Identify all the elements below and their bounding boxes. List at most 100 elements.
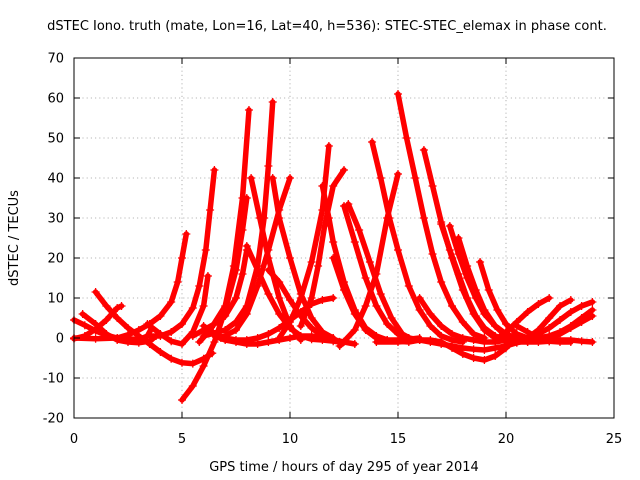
- data-point: [242, 242, 251, 250]
- data-point: [448, 302, 456, 310]
- data-point: [275, 324, 284, 332]
- data-point: [454, 234, 463, 242]
- data-series: [492, 295, 552, 343]
- data-point: [247, 174, 256, 182]
- data-point: [167, 354, 176, 363]
- data-point: [124, 330, 132, 339]
- data-point: [350, 340, 359, 348]
- data-point: [167, 298, 176, 306]
- chart-title: dSTEC Iono. truth (mate, Lon=16, Lat=40,…: [47, 19, 607, 34]
- data-point: [195, 338, 204, 346]
- data-point: [404, 334, 413, 342]
- data-point: [329, 182, 338, 190]
- data-point: [145, 332, 154, 340]
- y-tick-label: -10: [43, 372, 64, 387]
- data-point: [556, 316, 564, 324]
- y-axis-label: dSTEC / TECUs: [7, 190, 22, 286]
- data-point: [484, 286, 493, 294]
- data-point: [556, 328, 564, 336]
- data-point: [102, 302, 111, 310]
- data-point: [206, 206, 215, 214]
- data-point: [134, 326, 143, 334]
- data-point: [502, 328, 510, 336]
- data-point: [296, 294, 305, 302]
- y-tick-label: 0: [56, 332, 64, 347]
- data-point: [419, 146, 428, 154]
- y-tick-label: 50: [47, 132, 64, 147]
- data-point: [296, 322, 305, 330]
- data-point: [545, 332, 554, 340]
- x-tick-label: 25: [606, 432, 623, 447]
- data-point: [372, 302, 381, 310]
- data-point: [480, 306, 489, 314]
- x-tick-label: 5: [178, 432, 186, 447]
- data-point: [471, 286, 480, 294]
- data-point: [415, 306, 424, 314]
- data-point: [545, 324, 554, 332]
- data-series: [395, 91, 488, 341]
- data-series: [298, 167, 347, 329]
- data-point: [91, 288, 100, 296]
- data-point: [491, 352, 500, 360]
- data-point: [361, 274, 370, 282]
- data-point: [340, 166, 348, 174]
- data-point: [534, 300, 543, 308]
- data-point: [296, 332, 305, 340]
- data-point: [275, 310, 284, 318]
- data-point: [566, 322, 575, 330]
- data-point: [577, 314, 586, 322]
- data-point: [512, 322, 521, 330]
- data-point: [394, 170, 402, 178]
- data-point: [556, 302, 564, 310]
- data-point: [199, 332, 208, 340]
- data-point: [428, 182, 437, 190]
- data-point: [199, 302, 208, 310]
- data-point: [387, 314, 396, 322]
- data-point: [80, 321, 89, 330]
- data-point: [201, 246, 210, 254]
- x-tick-label: 20: [498, 432, 515, 447]
- data-point: [318, 296, 327, 304]
- data-point: [255, 214, 264, 222]
- data-point: [286, 254, 294, 262]
- x-tick-label: 15: [390, 432, 407, 447]
- x-axis-label: GPS time / hours of day 295 of year 2014: [209, 460, 479, 475]
- data-point: [320, 222, 329, 230]
- data-point: [238, 270, 247, 278]
- data-point: [210, 166, 219, 174]
- data-point: [232, 294, 240, 302]
- data-point: [268, 174, 277, 182]
- data-point: [329, 336, 338, 344]
- data-point: [512, 336, 521, 344]
- data-point: [238, 194, 247, 202]
- data-point: [415, 336, 424, 344]
- data-point: [480, 338, 489, 346]
- data-point: [124, 338, 132, 346]
- data-point: [402, 134, 411, 142]
- data-point: [329, 238, 338, 246]
- data-point: [286, 296, 294, 304]
- data-point: [124, 324, 132, 332]
- y-tick-label: 10: [47, 292, 64, 307]
- data-point: [134, 338, 143, 347]
- data-point: [324, 142, 333, 150]
- data-point: [588, 306, 597, 314]
- y-tick-label: -20: [43, 412, 64, 427]
- data-point: [577, 337, 586, 346]
- data-point: [469, 345, 478, 354]
- data-point: [476, 258, 485, 266]
- data-point: [355, 226, 364, 234]
- plot-frame: [73, 57, 615, 419]
- data-point: [232, 326, 240, 334]
- data-point: [143, 320, 152, 328]
- data-point: [426, 322, 435, 330]
- data-point: [445, 246, 454, 254]
- data-point: [361, 326, 370, 334]
- data-point: [458, 318, 467, 326]
- data-series: [92, 289, 215, 367]
- data-point: [480, 346, 489, 354]
- data-point: [448, 330, 456, 338]
- data-point: [145, 340, 154, 348]
- data-point: [523, 328, 532, 336]
